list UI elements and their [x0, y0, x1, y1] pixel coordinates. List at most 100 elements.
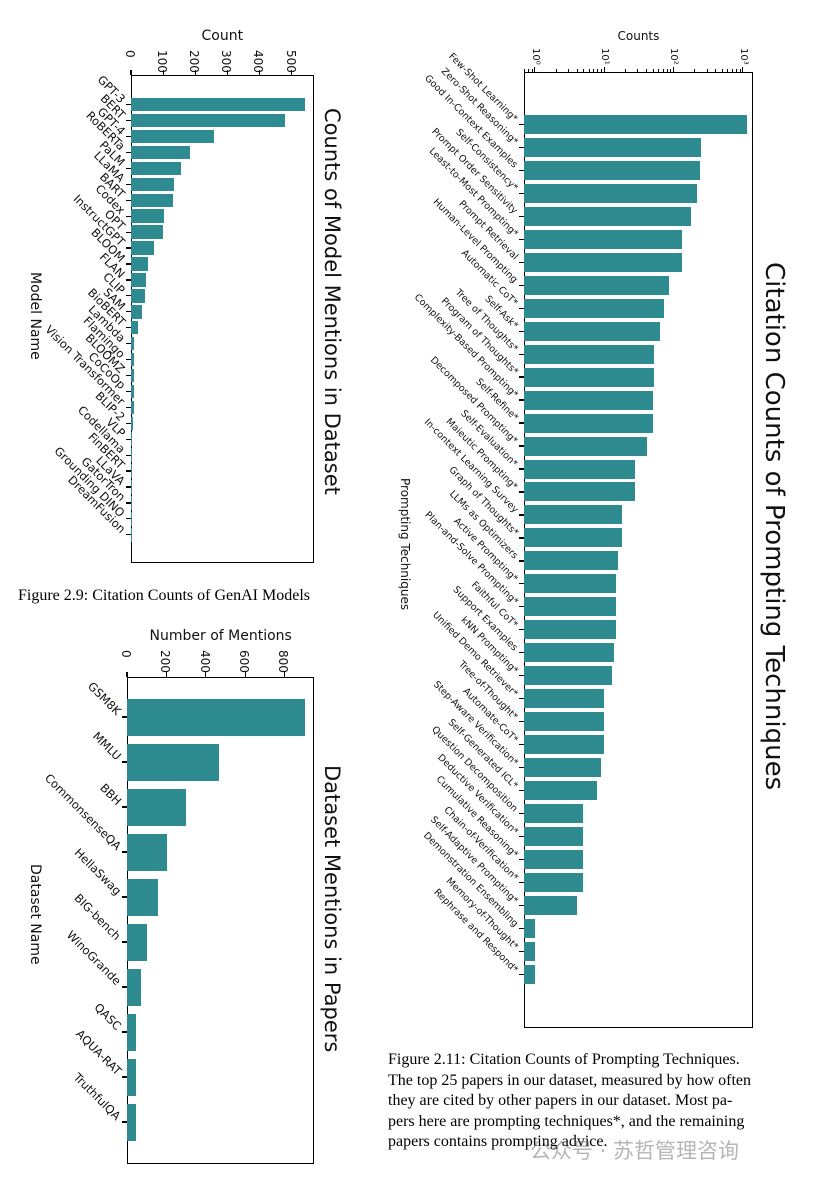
models-bar [131, 416, 133, 431]
models-y-tick [126, 390, 131, 393]
prompting-x-minor-tick [597, 69, 599, 72]
models-x-tick-label: 300 [219, 50, 234, 73]
datasets-category-label: BBH [97, 780, 125, 808]
prompting-bar [524, 505, 622, 525]
models-plot-frame [131, 75, 314, 563]
models-y-tick [126, 358, 131, 361]
datasets-bar [127, 878, 158, 916]
models-y-tick [126, 135, 131, 138]
datasets-x-tick [165, 672, 167, 677]
models-x-tick-label: 400 [251, 50, 266, 73]
prompting-bar [524, 712, 605, 732]
figure-2-9-caption: Figure 2.9: Citation Counts of GenAI Mod… [18, 587, 310, 604]
models-y-tick [126, 263, 131, 265]
prompting-bar [524, 574, 617, 594]
prompting-bar [524, 666, 613, 686]
prompting-y-tick [519, 330, 524, 332]
models-chart-title: Counts of Model Mentions in Dataset [320, 108, 345, 495]
datasets-y-axis-title: Dataset Name [26, 864, 43, 965]
models-y-tick [126, 534, 131, 536]
models-bar [131, 193, 173, 208]
prompting-y-tick [519, 376, 524, 378]
prompting-y-tick [519, 698, 524, 700]
models-y-tick [126, 104, 131, 106]
models-bar [131, 273, 147, 287]
models-bar [131, 432, 132, 446]
datasets-chart-title: Dataset Mentions in Papers [320, 765, 345, 1053]
datasets-x-tick-label: 200 [158, 650, 173, 673]
datasets-bar [127, 1013, 136, 1051]
prompting-x-minor-tick [625, 69, 626, 72]
prompting-bar [524, 137, 701, 157]
prompting-y-tick [519, 399, 524, 401]
prompting-bar [524, 160, 700, 180]
prompting-y-tick [519, 146, 524, 148]
prompting-bar [524, 183, 698, 203]
datasets-bar [127, 1058, 136, 1096]
datasets-x-tick [283, 672, 286, 677]
prompting-x-minor-tick [583, 69, 585, 72]
prompting-y-tick [519, 215, 524, 217]
models-bar [131, 305, 143, 319]
models-y-tick [126, 343, 131, 345]
models-bar [131, 257, 149, 271]
models-bar [131, 464, 132, 478]
prompting-bar [524, 482, 636, 502]
prompting-x-minor-tick [727, 69, 729, 72]
prompting-y-tick [519, 652, 524, 654]
prompting-y-tick [519, 721, 524, 723]
prompting-y-tick [519, 928, 524, 930]
datasets-y-tick [122, 1031, 127, 1033]
caption-line: they are cited by other papers in our da… [388, 1092, 733, 1109]
datasets-y-tick [122, 806, 127, 808]
models-bar [131, 145, 190, 160]
models-y-tick [126, 120, 131, 122]
prompting-y-tick [519, 859, 524, 861]
models-bar [131, 368, 134, 383]
models-y-tick [126, 374, 131, 377]
datasets-bar [127, 968, 141, 1006]
prompting-y-tick [519, 560, 524, 562]
prompting-y-axis-title: Prompting Techniques [398, 478, 413, 611]
prompting-bar [524, 597, 617, 617]
models-y-tick [126, 151, 131, 154]
models-x-tick [226, 70, 228, 75]
datasets-bar [127, 788, 186, 826]
prompting-y-tick [519, 973, 524, 976]
prompting-y-tick [519, 422, 524, 424]
datasets-y-tick [122, 941, 127, 943]
prompting-x-minor-tick [662, 69, 664, 72]
prompting-bar [524, 275, 669, 295]
models-bar [131, 129, 215, 144]
models-y-tick [126, 470, 131, 472]
models-y-tick [126, 295, 131, 297]
models-y-tick [126, 167, 131, 169]
prompting-x-minor-tick [524, 69, 525, 72]
prompting-x-minor-tick [555, 69, 557, 72]
figure-2-11-caption: Figure 2.11: Citation Counts of Promptin… [388, 1050, 808, 1153]
prompting-bar [524, 551, 619, 571]
datasets-y-tick [122, 986, 127, 988]
models-x-tick-label: 500 [283, 50, 298, 73]
prompting-x-minor-tick [721, 69, 723, 72]
prompting-y-tick [519, 836, 524, 838]
prompting-bar [524, 344, 655, 364]
models-x-tick [258, 70, 260, 75]
prompting-x-minor-tick [652, 69, 654, 72]
prompting-y-tick [519, 238, 524, 240]
prompting-y-tick [519, 905, 524, 907]
models-y-tick [126, 518, 131, 520]
prompting-y-tick [519, 284, 524, 286]
prompting-x-minor-tick [694, 69, 696, 72]
models-x-tick [130, 70, 132, 75]
datasets-category-label: CommonsenseQA [41, 770, 125, 853]
prompting-bar [524, 689, 605, 709]
models-bar [131, 113, 286, 128]
datasets-category-label: GSM8K [85, 679, 124, 718]
prompting-bar [524, 252, 682, 272]
datasets-x-tick-label: 600 [237, 650, 252, 673]
prompting-x-minor-tick [739, 69, 741, 72]
prompting-x-minor-tick [567, 69, 569, 72]
prompting-y-tick [519, 445, 524, 447]
prompting-x-minor-tick [588, 69, 590, 72]
